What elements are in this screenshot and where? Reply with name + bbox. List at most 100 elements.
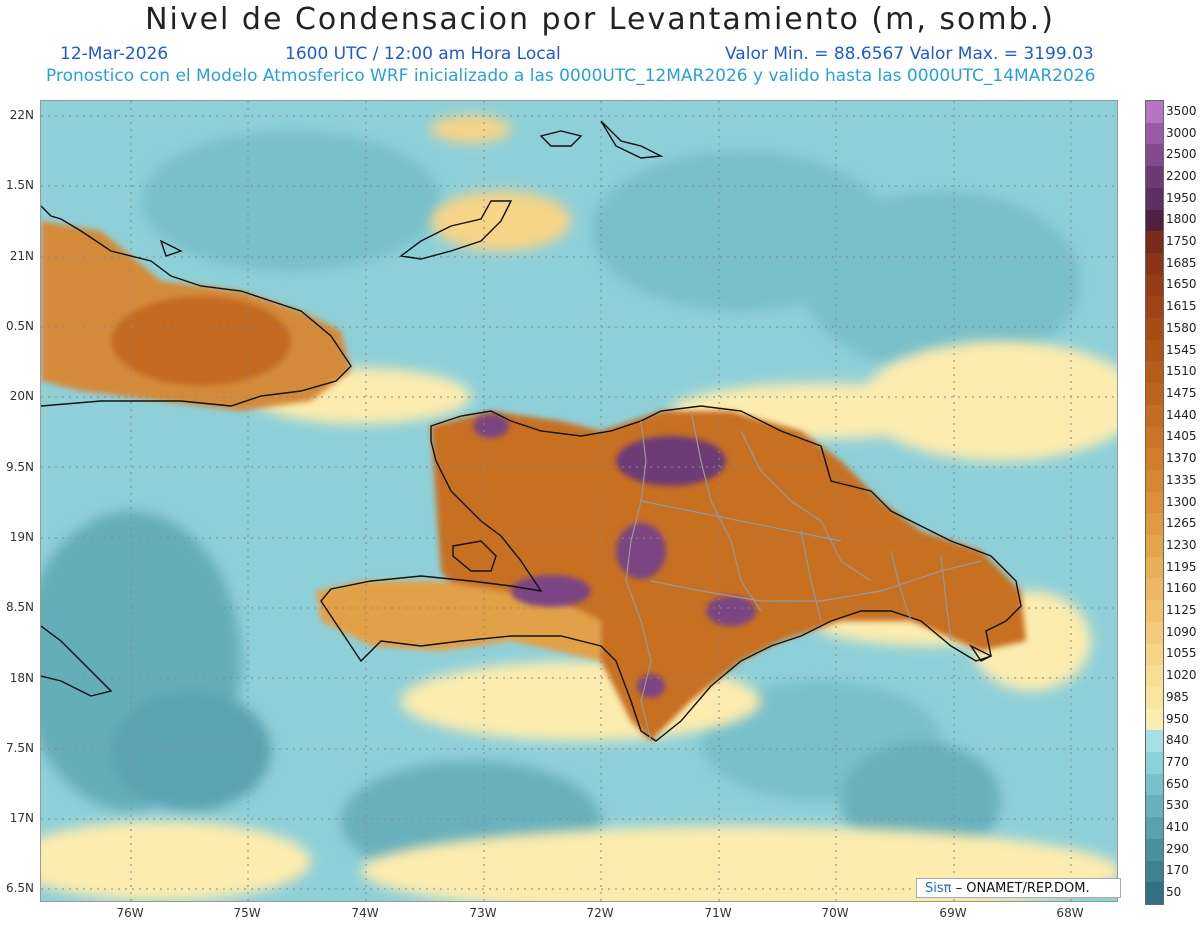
colorbar-segment (1146, 448, 1163, 471)
credit-box: Sisπ – ONAMET/REP.DOM. (916, 878, 1121, 898)
colorbar-label: 50 (1166, 885, 1182, 900)
colorbar-label: 1370 (1166, 451, 1197, 466)
lat-label: 1.5N (5, 178, 34, 192)
cuba-coast (41, 205, 352, 407)
colorbar-label: 1510 (1166, 364, 1197, 379)
colorbar-segment (1146, 166, 1163, 189)
colorbar-segment (1146, 252, 1163, 276)
value-range: Valor Min. = 88.6567 Valor Max. = 3199.0… (725, 44, 1094, 64)
colorbar-label: 1440 (1166, 407, 1197, 422)
lat-label: 22N (9, 108, 34, 122)
colorbar-segment (1146, 101, 1163, 124)
colorbar-label: 1335 (1166, 472, 1197, 487)
colorbar-label: 770 (1166, 754, 1189, 769)
bahamas-island (399, 200, 513, 260)
colorbar-label: 2200 (1166, 168, 1197, 183)
cay-island (159, 239, 183, 257)
colorbar-label: 170 (1166, 863, 1189, 878)
colorbar-segment (1146, 773, 1163, 796)
colorbar-label: 1800 (1166, 212, 1197, 227)
colorbar-label: 2500 (1166, 147, 1197, 162)
colorbar-segment (1146, 556, 1163, 579)
jamaica-coast (41, 625, 113, 697)
colorbar-segment (1146, 187, 1163, 210)
colorbar-segment (1146, 817, 1163, 840)
colorbar-label: 1545 (1166, 342, 1197, 357)
colorbar-segment (1146, 469, 1163, 493)
colorbar-segment (1146, 752, 1163, 775)
lat-label: 7.5N (5, 741, 34, 755)
colorbar-label: 1685 (1166, 255, 1197, 270)
colorbar-label: 1750 (1166, 234, 1197, 249)
colorbar-segment (1146, 535, 1163, 558)
lon-label: 72W (586, 906, 614, 920)
colorbar-segment (1146, 491, 1163, 514)
hispaniola-coast (320, 405, 1022, 742)
colorbar-segment (1146, 513, 1163, 536)
lon-label: 69W (939, 906, 967, 920)
colorbar-segment (1146, 838, 1163, 862)
model-info: Pronostico con el Modelo Atmosferico WRF… (46, 66, 1096, 86)
colorbar-segment (1146, 795, 1163, 818)
colorbar-label: 1230 (1166, 537, 1197, 552)
colorbar-segment (1146, 339, 1163, 362)
colorbar-label: 1125 (1166, 603, 1197, 617)
colorbar-label: 1475 (1166, 385, 1197, 400)
forecast-date: 12-Mar-2026 (60, 44, 169, 64)
colorbar-segment (1146, 860, 1163, 883)
lon-label: 71W (704, 906, 732, 920)
colorbar-segment (1146, 708, 1163, 731)
credit-text: – ONAMET/REP.DOM. (955, 881, 1090, 896)
colorbar-label: 650 (1166, 776, 1189, 791)
lon-label: 70W (821, 906, 849, 920)
lat-label: 18N (9, 671, 34, 685)
lon-label: 73W (469, 906, 497, 920)
colorbar-label: 3000 (1166, 125, 1197, 140)
lcl-field-map (41, 101, 1117, 901)
colorbar-label: 1265 (1166, 516, 1197, 531)
colorbar-label: 1405 (1166, 429, 1197, 444)
colorbar-segment (1146, 296, 1163, 319)
lat-label: 6.5N (5, 881, 34, 895)
colorbar-segment (1146, 686, 1163, 710)
saona-island (968, 644, 993, 662)
lat-label: 20N (9, 389, 34, 403)
province-borders (625, 410, 982, 742)
colorbar-label: 290 (1166, 841, 1189, 856)
colorbar-segment (1146, 665, 1163, 688)
caicos-island (539, 130, 583, 147)
cuba-high-lcl (41, 221, 351, 411)
lon-label: 75W (233, 906, 261, 920)
coastlines (41, 120, 1022, 742)
colorbar-segment (1146, 361, 1163, 384)
colorbar-segment (1146, 209, 1163, 232)
map-title: Nivel de Condensacion por Levantamiento … (145, 2, 1055, 37)
colorbar-label: 3500 (1166, 103, 1197, 118)
lon-label: 76W (116, 906, 144, 920)
colorbar-label: 1195 (1166, 559, 1197, 574)
credit-brand: Sisπ (925, 881, 952, 896)
colorbar-label: 1160 (1166, 581, 1197, 596)
colorbar-label: 1300 (1166, 494, 1197, 509)
forecast-time: 1600 UTC / 12:00 am Hora Local (285, 44, 561, 64)
colorbar-segment (1146, 383, 1163, 406)
colorbar-label: 950 (1166, 711, 1189, 726)
colorbar-segment (1146, 122, 1163, 145)
colorbar-segment (1146, 600, 1163, 623)
colorbar-segment (1146, 404, 1163, 428)
lat-label: 9.5N (5, 460, 34, 474)
colorbar-label: 1090 (1166, 624, 1197, 639)
gonave-island (452, 540, 497, 572)
colorbar-segment (1146, 621, 1163, 645)
colorbar-label: 1950 (1166, 190, 1197, 205)
colorbar-segment (1146, 643, 1163, 666)
lon-label: 68W (1056, 906, 1084, 920)
map-panel (40, 100, 1118, 902)
colorbar-label: 1055 (1166, 646, 1197, 661)
lat-label: 0.5N (5, 319, 34, 333)
colorbar-segment (1146, 318, 1163, 341)
colorbar-label: 1650 (1166, 277, 1197, 292)
colorbar-label: 1580 (1166, 320, 1197, 335)
colorbar (1145, 100, 1164, 905)
lat-label: 21N (9, 249, 34, 263)
